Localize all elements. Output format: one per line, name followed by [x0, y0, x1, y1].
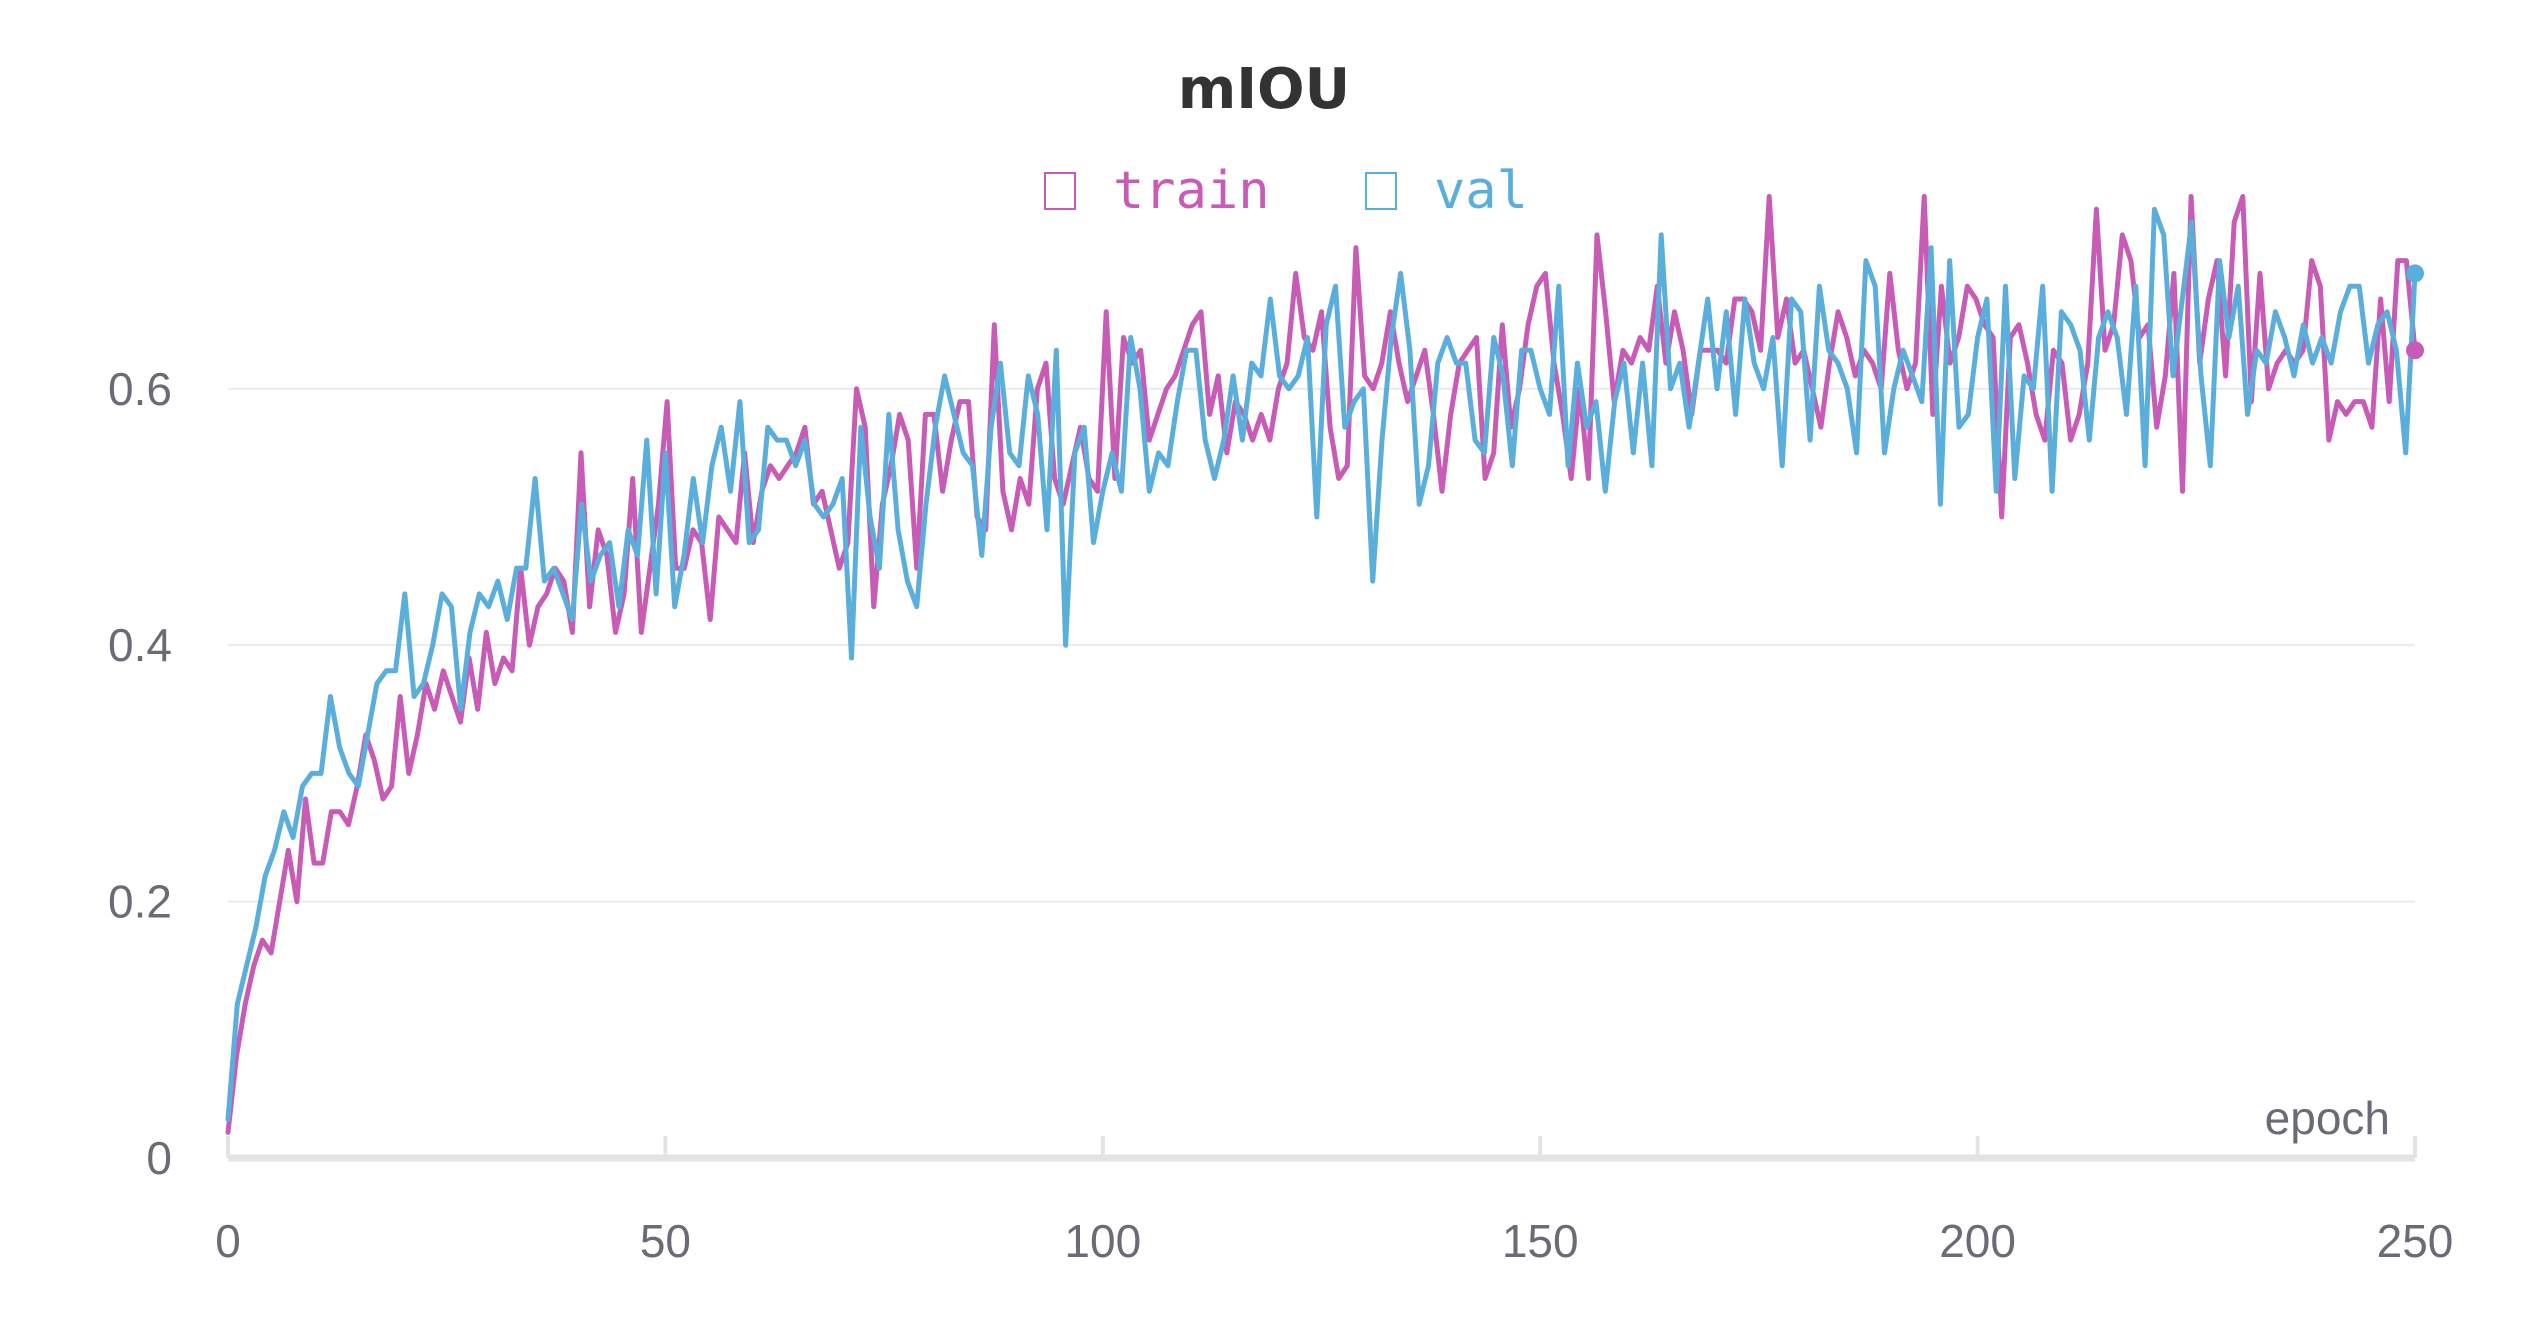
x-tick-label: 150: [1502, 1215, 1579, 1267]
x-tick-label: 200: [1939, 1215, 2016, 1267]
y-tick-label: 0.6: [108, 363, 172, 415]
x-tick-label: 50: [640, 1215, 691, 1267]
series-line-train[interactable]: [225, 194, 2418, 1135]
legend-label-train: train: [1113, 161, 1270, 221]
legend-swatch-train: [1044, 172, 1076, 210]
chart-title: mIOU: [1178, 57, 1350, 122]
legend-item-train[interactable]: train: [1044, 161, 1270, 221]
series-endpoints: [2406, 264, 2424, 360]
y-tick-label: 0: [146, 1132, 172, 1184]
series-lines: [225, 194, 2418, 1135]
y-tick-label: 0.2: [108, 876, 172, 928]
x-axis: 0 50 100 150 200 250: [215, 1136, 2453, 1267]
y-axis: 0 0.2 0.4 0.6: [108, 363, 172, 1184]
x-tick-label: 100: [1064, 1215, 1141, 1267]
series-line-val[interactable]: [225, 206, 2418, 1122]
legend: train val: [1044, 161, 1528, 221]
y-tick-label: 0.4: [108, 619, 172, 671]
series-endpoint-val[interactable]: [2406, 264, 2424, 283]
legend-swatch-val: [1365, 172, 1397, 210]
series-endpoint-train[interactable]: [2406, 341, 2424, 360]
x-tick-label: 250: [2377, 1215, 2454, 1267]
legend-label-val: val: [1434, 161, 1528, 221]
legend-item-val[interactable]: val: [1365, 161, 1528, 221]
x-tick-label: 0: [215, 1215, 241, 1267]
x-axis-title: epoch: [2265, 1092, 2390, 1144]
